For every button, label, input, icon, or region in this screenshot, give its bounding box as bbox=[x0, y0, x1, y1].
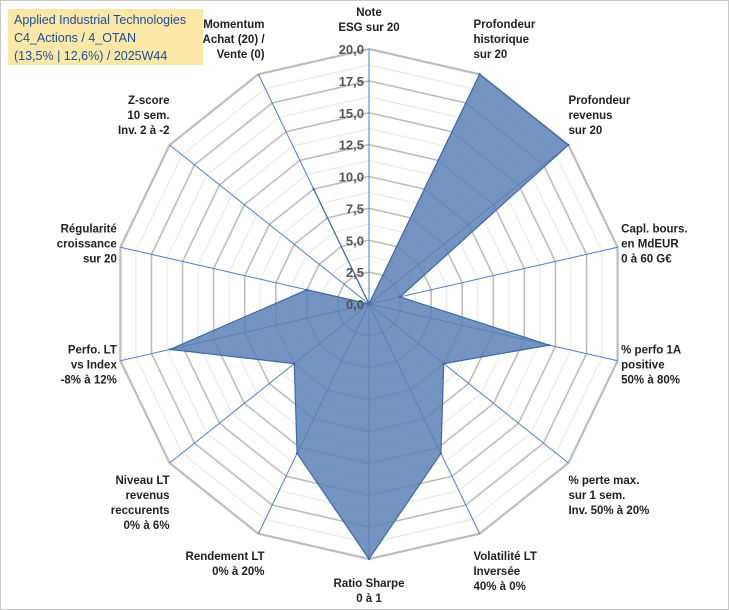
tick-label: 0,0 bbox=[346, 297, 364, 312]
axis-label: Momentum bbox=[203, 19, 264, 31]
data-point bbox=[567, 143, 570, 147]
tick-label: 17,5 bbox=[339, 74, 364, 89]
axis-label: Inversée bbox=[473, 566, 520, 578]
data-point bbox=[312, 187, 315, 191]
axis-label: Inv. 50% à 20% bbox=[568, 505, 649, 517]
axis-label: sur 1 sem. bbox=[568, 490, 625, 502]
data-point bbox=[442, 362, 445, 365]
axis-label: 10 sem. bbox=[127, 110, 169, 122]
axis-label: Capl. bours. bbox=[621, 223, 687, 235]
axis-label: positive bbox=[621, 360, 664, 372]
axis-label: % perfo 1A bbox=[621, 345, 681, 357]
axis-label: 0% à 6% bbox=[124, 520, 170, 532]
axis-label: vs Index bbox=[71, 360, 118, 372]
tick-label: 15,0 bbox=[339, 106, 364, 121]
axis-label: Vente (0) bbox=[217, 49, 265, 61]
axis-label: Niveau LT bbox=[115, 475, 169, 487]
data-point bbox=[548, 343, 551, 347]
axis-label: Profondeur bbox=[568, 95, 630, 107]
axis-label: Rendement LT bbox=[186, 551, 265, 563]
axis-label: 0 à 1 bbox=[356, 593, 382, 605]
axis-label: en MdEUR bbox=[621, 238, 679, 250]
data-point bbox=[168, 348, 172, 351]
axis-label: 40% à 0% bbox=[473, 581, 525, 593]
axis-label: Z-score bbox=[128, 95, 170, 107]
axis-label: 50% à 80% bbox=[621, 375, 680, 387]
tick-label: 20,0 bbox=[339, 42, 364, 57]
data-point bbox=[439, 452, 443, 455]
axis-label: 0% à 20% bbox=[212, 566, 264, 578]
axis-label: revenus bbox=[568, 110, 612, 122]
axis-label: historique bbox=[473, 34, 529, 46]
data-point bbox=[295, 452, 299, 455]
axis-label: Achat (20) / bbox=[203, 34, 266, 46]
axis-label: Profondeur bbox=[473, 19, 535, 31]
data-point bbox=[367, 302, 371, 306]
axis-label: Note bbox=[356, 7, 382, 19]
data-point bbox=[398, 295, 402, 299]
data-point bbox=[367, 557, 371, 561]
axis-spoke bbox=[169, 144, 370, 305]
axis-label: ESG sur 20 bbox=[338, 22, 399, 34]
data-point bbox=[305, 288, 309, 292]
axis-spoke bbox=[368, 246, 618, 305]
axis-label: sur 20 bbox=[83, 253, 117, 265]
axis-label: Régularité bbox=[61, 223, 117, 235]
tick-label: 10,0 bbox=[339, 170, 364, 185]
title-line-3: (13,5% | 12,6%) / 2025W44 bbox=[14, 49, 168, 63]
data-point bbox=[478, 73, 481, 76]
axis-label: croissance bbox=[57, 238, 117, 250]
axis-label: Inv. 2 à -2 bbox=[118, 125, 170, 137]
axis-label: % perte max. bbox=[568, 475, 639, 487]
axis-label: Ratio Sharpe bbox=[334, 578, 405, 590]
axis-label: sur 20 bbox=[568, 125, 602, 137]
tick-label: 2,5 bbox=[346, 265, 364, 280]
title-line-1: Applied Industrial Technologies bbox=[14, 13, 187, 27]
tick-label: 5,0 bbox=[346, 233, 364, 248]
axis-label: Volatilité LT bbox=[473, 551, 536, 563]
axis-label: -8% à 12% bbox=[61, 375, 117, 387]
tick-label: 12,5 bbox=[339, 138, 364, 153]
axis-label: sur 20 bbox=[473, 49, 507, 61]
title-line-2: C4_Actions / 4_OTAN bbox=[14, 31, 137, 45]
tick-label: 7,5 bbox=[346, 201, 364, 216]
axis-label: revenus bbox=[125, 490, 169, 502]
axis-label: 0 à 60 G€ bbox=[621, 253, 672, 265]
data-point bbox=[293, 362, 296, 365]
axis-label: Perfo. LT bbox=[68, 345, 117, 357]
axis-label: reccurents bbox=[111, 505, 170, 517]
chart-title-box: Applied Industrial Technologies C4_Actio… bbox=[8, 9, 203, 65]
